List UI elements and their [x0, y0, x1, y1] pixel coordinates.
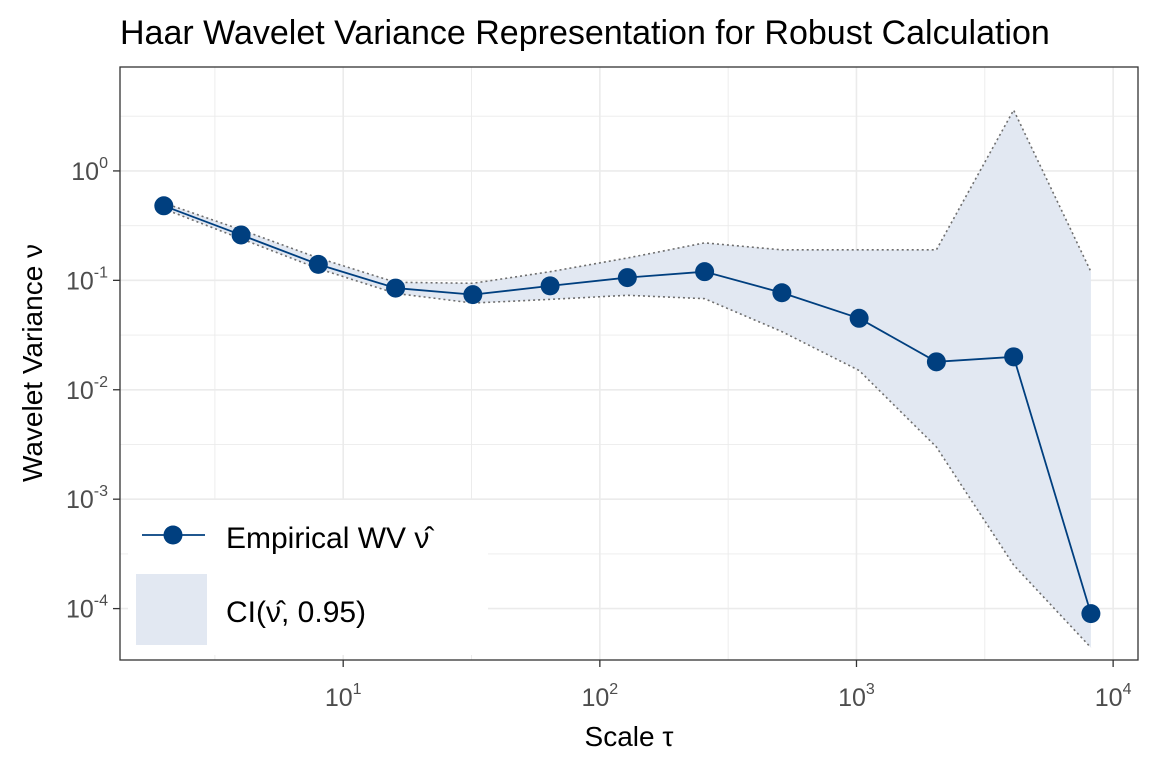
y-axis-title: Wavelet Variance ν	[17, 244, 48, 482]
y-axis: 10-4 10-3 10-2 10-1 100	[66, 155, 120, 624]
legend-ci-swatch	[136, 574, 207, 645]
legend-wv-label: Empirical WV ν̂	[226, 522, 434, 555]
empirical-wv-series	[154, 196, 1101, 624]
wv-point	[617, 268, 637, 288]
x-tick-label: 103	[838, 681, 875, 712]
wv-point	[926, 352, 946, 372]
x-axis: 101 102 103 104	[325, 660, 1132, 712]
wv-point	[695, 262, 715, 282]
wv-point	[849, 308, 869, 328]
ci-ribbon-area	[163, 110, 1091, 648]
wv-point	[308, 254, 328, 274]
x-tick-label: 101	[325, 681, 362, 712]
x-tick-label: 102	[581, 681, 618, 712]
y-tick-label: 10-4	[66, 593, 108, 624]
chart-title: Haar Wavelet Variance Representation for…	[120, 14, 1050, 52]
y-tick-label: 10-3	[66, 483, 108, 514]
legend-ci-label: CI(ν̂, 0.95)	[226, 596, 366, 629]
y-tick-label: 100	[71, 155, 108, 186]
x-axis-title: Scale τ	[585, 721, 674, 752]
y-tick-label: 10-2	[66, 374, 108, 405]
legend-wv-point	[163, 525, 183, 545]
wv-point	[772, 283, 792, 303]
y-tick-label: 10-1	[66, 264, 108, 295]
wv-point	[386, 278, 406, 298]
wv-point	[1004, 347, 1024, 367]
legend: Empirical WV ν̂ CI(ν̂, 0.95)	[128, 500, 488, 655]
wv-point	[231, 225, 251, 245]
panel-border	[119, 66, 1139, 661]
wv-point	[154, 196, 174, 216]
wv-point	[1081, 604, 1101, 624]
wv-point	[463, 285, 483, 305]
x-tick-label: 104	[1095, 681, 1132, 712]
wv-point	[540, 276, 560, 296]
